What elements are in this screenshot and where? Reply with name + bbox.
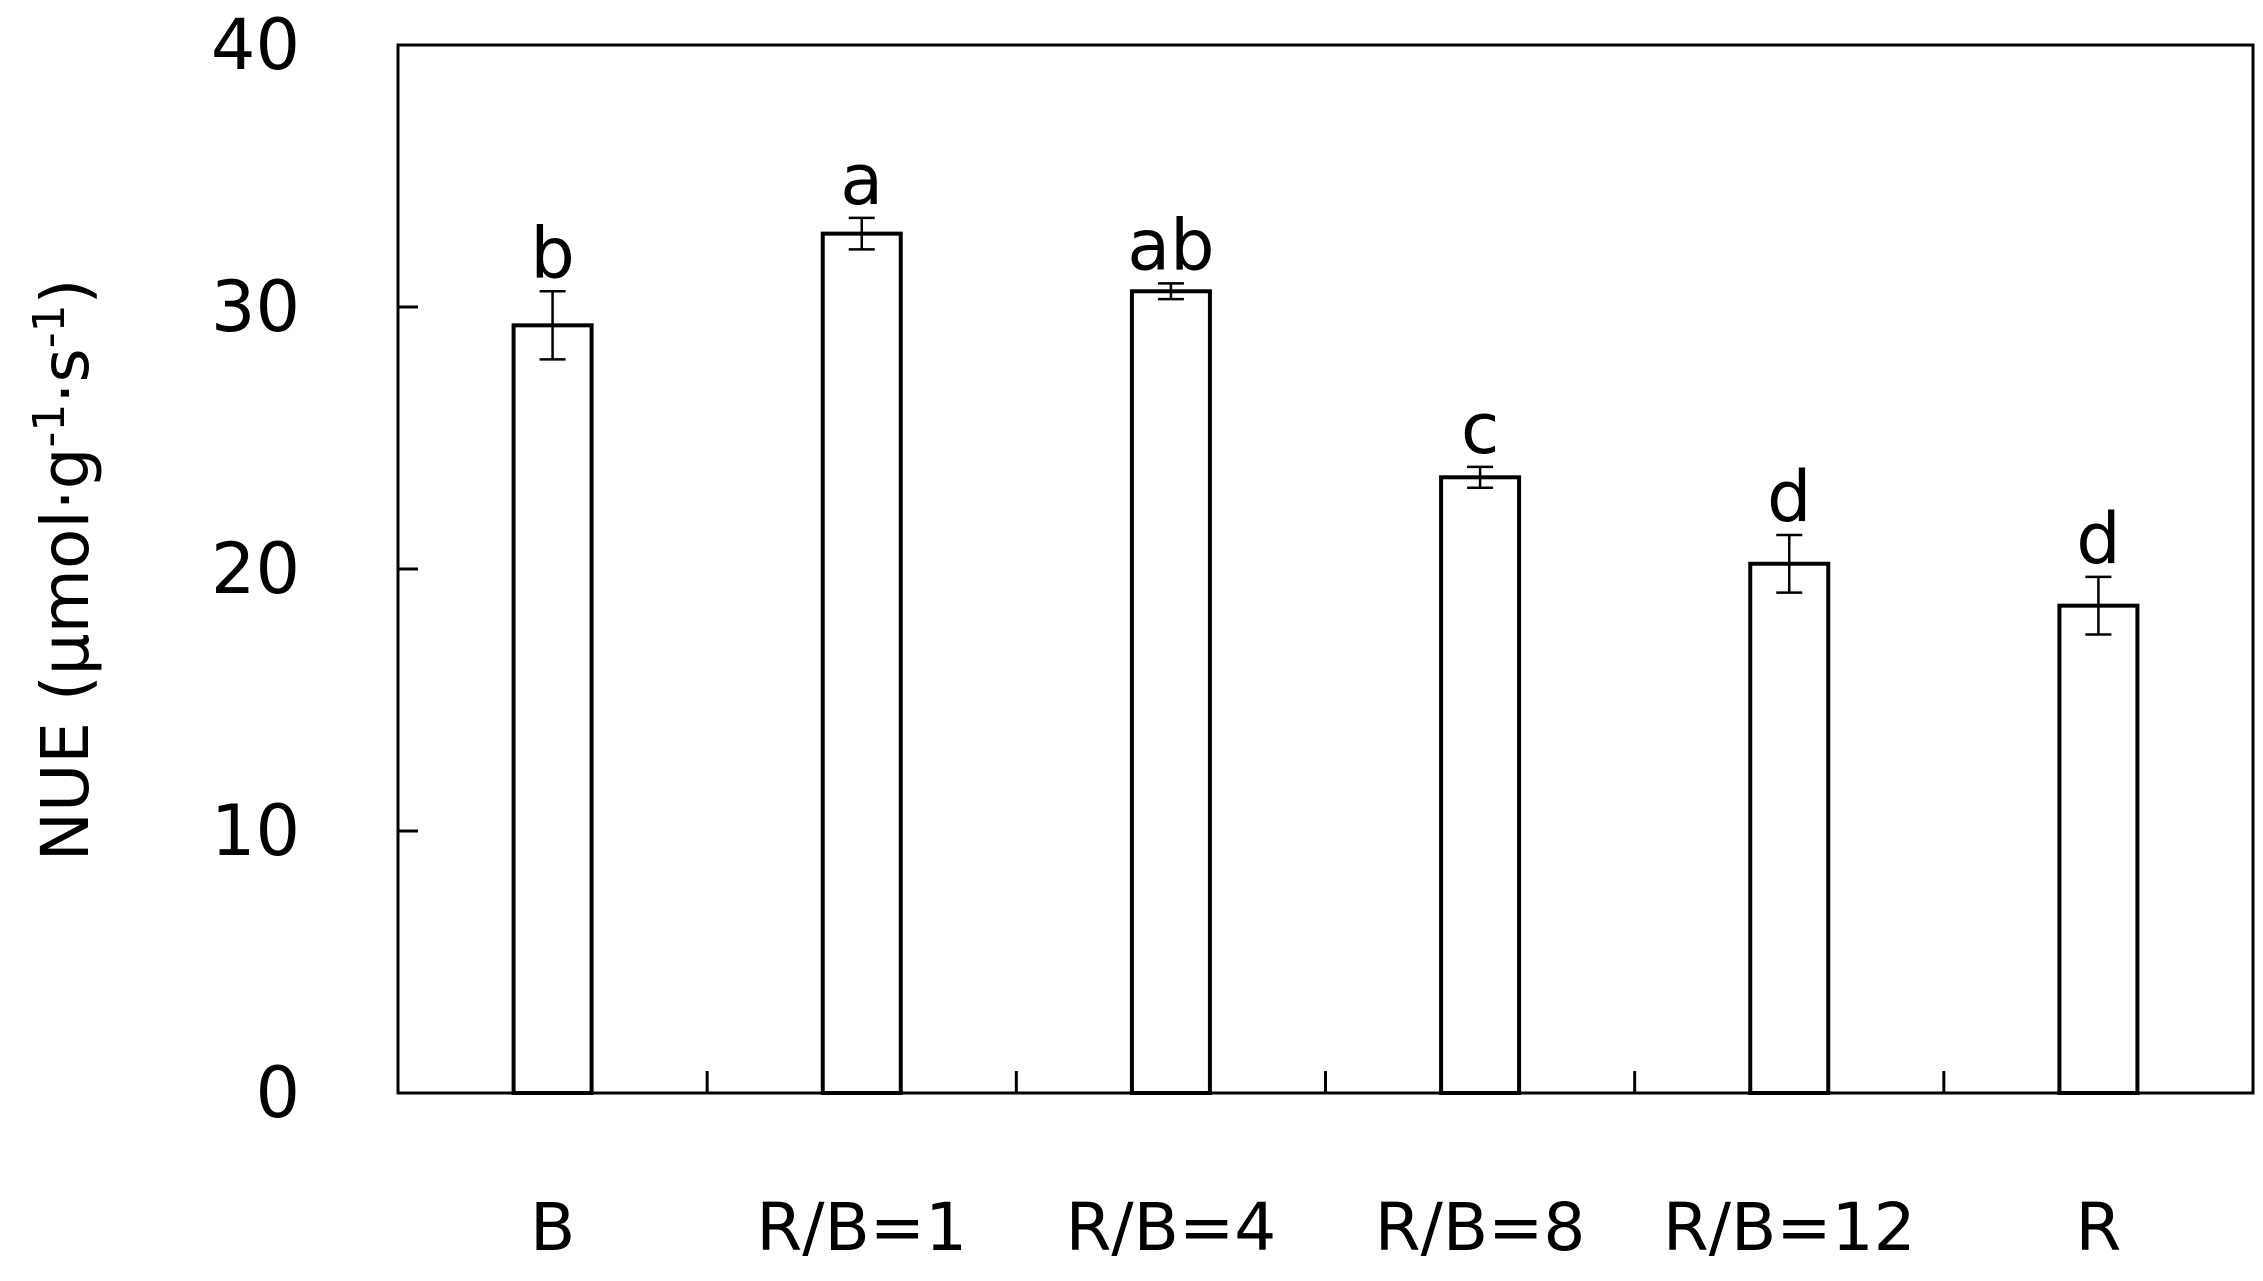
plot-frame [396, 43, 2255, 1095]
y-tick-label: 40 [211, 4, 300, 86]
bar [1129, 289, 1212, 1095]
significance-letter: d [1767, 456, 1811, 538]
category-labels: B R/B=1 R/B=4 R/B=8 R/B=12 R [530, 1189, 2121, 1266]
x-category-label: R [2075, 1189, 2121, 1266]
x-category-label: B [530, 1189, 575, 1266]
x-category-label: R/B=4 [1066, 1189, 1277, 1266]
x-axis-ticks [705, 1071, 1946, 1093]
y-axis-ticks: 0 10 20 30 40 [211, 4, 418, 1134]
bar [1439, 475, 1522, 1095]
y-axis-label: NUE (μmol·g-1·s-1) [24, 279, 104, 862]
x-category-label: R/B=8 [1375, 1189, 1586, 1266]
bar [820, 231, 903, 1095]
y-tick-label: 20 [211, 528, 300, 610]
significance-letter: a [840, 139, 883, 221]
bar [511, 323, 594, 1095]
significance-letter: d [2076, 498, 2120, 580]
x-category-label: R/B=1 [756, 1189, 967, 1266]
significance-letters: b a ab c d d [530, 139, 2120, 580]
bars [511, 231, 2140, 1095]
bar [2057, 603, 2140, 1095]
y-tick-label: 0 [255, 1052, 300, 1134]
significance-letter: b [530, 212, 574, 294]
significance-letter: ab [1127, 204, 1214, 286]
error-bars [539, 216, 2112, 636]
y-tick-label: 30 [211, 266, 300, 348]
x-category-label: R/B=12 [1663, 1189, 1916, 1266]
significance-letter: c [1461, 388, 1500, 470]
bar [1748, 561, 1831, 1095]
y-tick-label: 10 [211, 790, 300, 872]
